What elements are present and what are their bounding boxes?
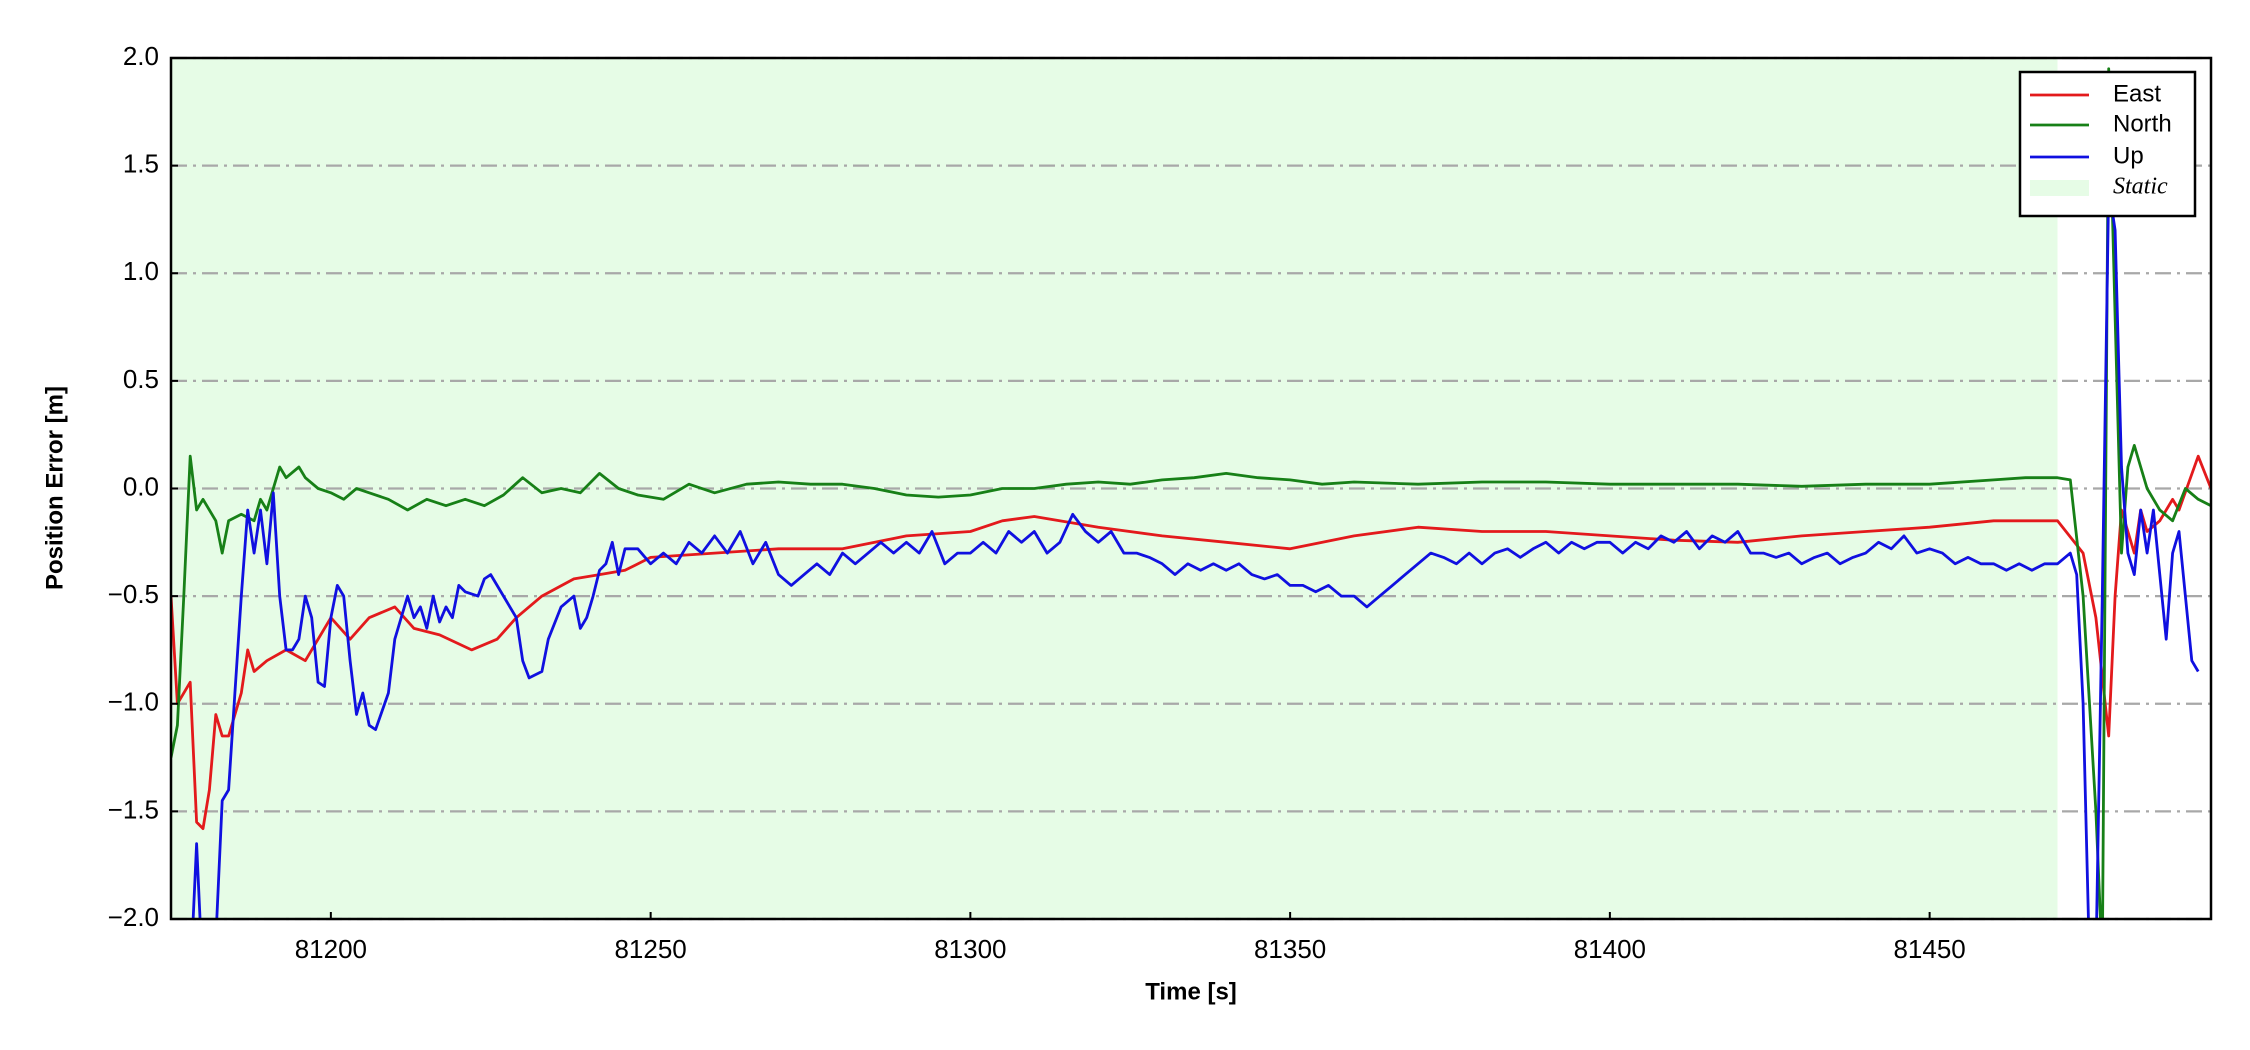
y-tick-label: 0.5 — [123, 364, 159, 394]
y-tick-label: 1.5 — [123, 149, 159, 179]
x-tick-label: 81400 — [1574, 934, 1646, 964]
series-line — [191, 185, 2200, 919]
x-tick-label: 81450 — [1893, 934, 1965, 964]
x-tick-label: 81300 — [934, 934, 1006, 964]
legend-label: Static — [2113, 174, 2168, 200]
x-tick-label: 81250 — [614, 934, 686, 964]
y-tick-label: −2.0 — [108, 902, 159, 932]
x-tick-label: 81350 — [1254, 934, 1326, 964]
lines — [171, 67, 2211, 919]
legend-label: North — [2113, 110, 2172, 137]
y-tick-label: −1.0 — [108, 687, 159, 717]
series-line — [171, 67, 2211, 919]
y-tick-label: 1.0 — [123, 256, 159, 286]
x-axis-label: Time [s] — [1145, 978, 1237, 1005]
y-tick-label: −1.5 — [108, 794, 159, 824]
y-tick-label: 2.0 — [123, 41, 159, 71]
y-axis-label: Position Error [m] — [41, 386, 68, 590]
legend-label: East — [2113, 80, 2161, 107]
y-tick-label: 0.0 — [123, 471, 159, 501]
legend: East North Up Static — [2018, 70, 2197, 218]
x-tick-label: 81200 — [295, 934, 367, 964]
axes: −2.0 −1.5 −1.0 −0.5 0.0 0.5 1.0 1.5 2.0 81200 8125… — [108, 41, 1966, 964]
legend-swatch — [2030, 180, 2089, 196]
legend-label: Up — [2113, 142, 2144, 169]
y-tick-label: −0.5 — [108, 579, 159, 609]
